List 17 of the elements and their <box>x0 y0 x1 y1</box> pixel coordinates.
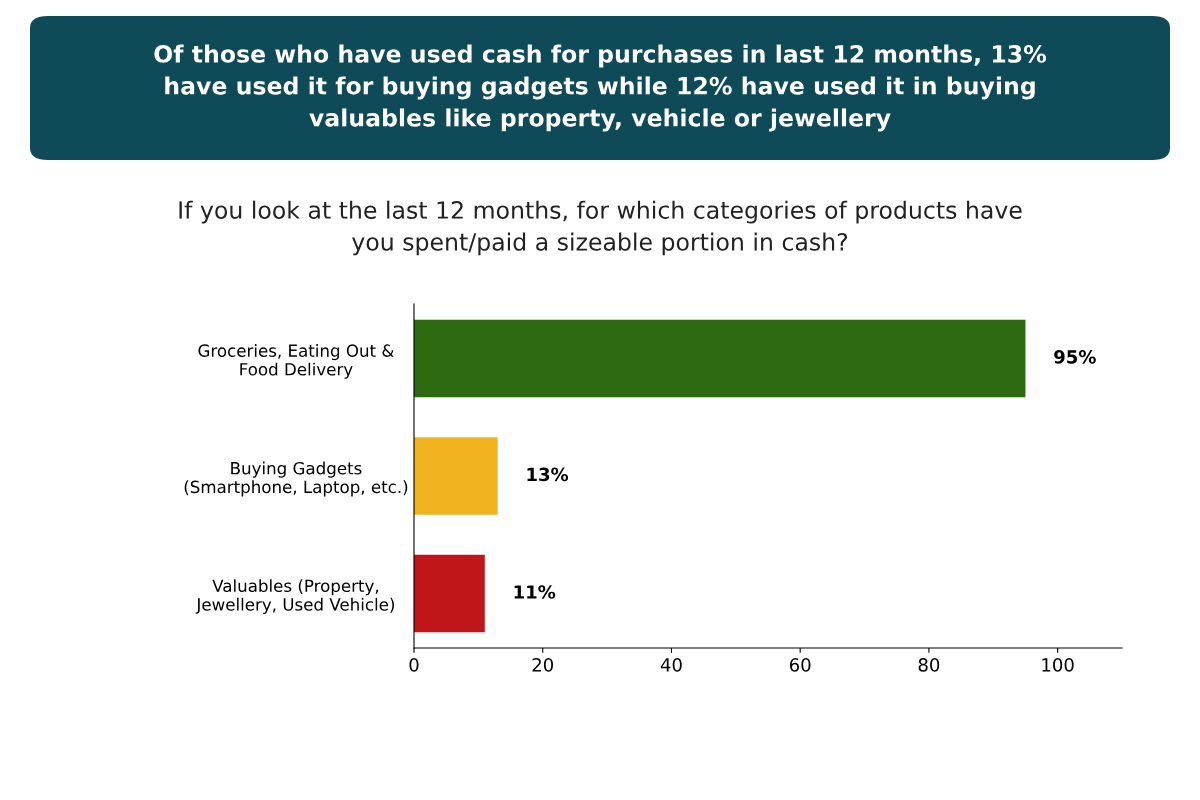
data-label: 13% <box>527 467 569 482</box>
chart-subtitle: If you look at the last 12 months, for which categories of products have you spent/paid a sizeable portion in cash? <box>179 200 1022 256</box>
y-tick-label: Buying Gadgets (Smartphone, Laptop, etc.) <box>184 461 408 497</box>
y-tick-label: Valuables (Property, Jewellery, Used Vehicle) <box>195 579 395 614</box>
bar <box>414 319 1026 398</box>
data-label: 11% <box>514 585 556 599</box>
x-tick-label: 100 <box>1042 658 1074 672</box>
x-tick-label: 80 <box>918 658 940 672</box>
bar <box>414 554 485 633</box>
x-tick-label: 40 <box>660 658 682 672</box>
x-tick-label: 20 <box>532 658 554 672</box>
chart-title: Of those who have used cash for purchases in last 12 months, 13% have used it for buying gadgets while 12% have used it in buying valuables like property, vehicle or jewellery <box>154 44 1047 132</box>
x-tick-label: 60 <box>789 658 811 672</box>
x-tick-label: 0 <box>409 658 419 672</box>
data-label: 95% <box>1054 350 1096 364</box>
y-tick-label: Groceries, Eating Out & Food Delivery <box>198 344 394 379</box>
bar <box>414 437 498 515</box>
